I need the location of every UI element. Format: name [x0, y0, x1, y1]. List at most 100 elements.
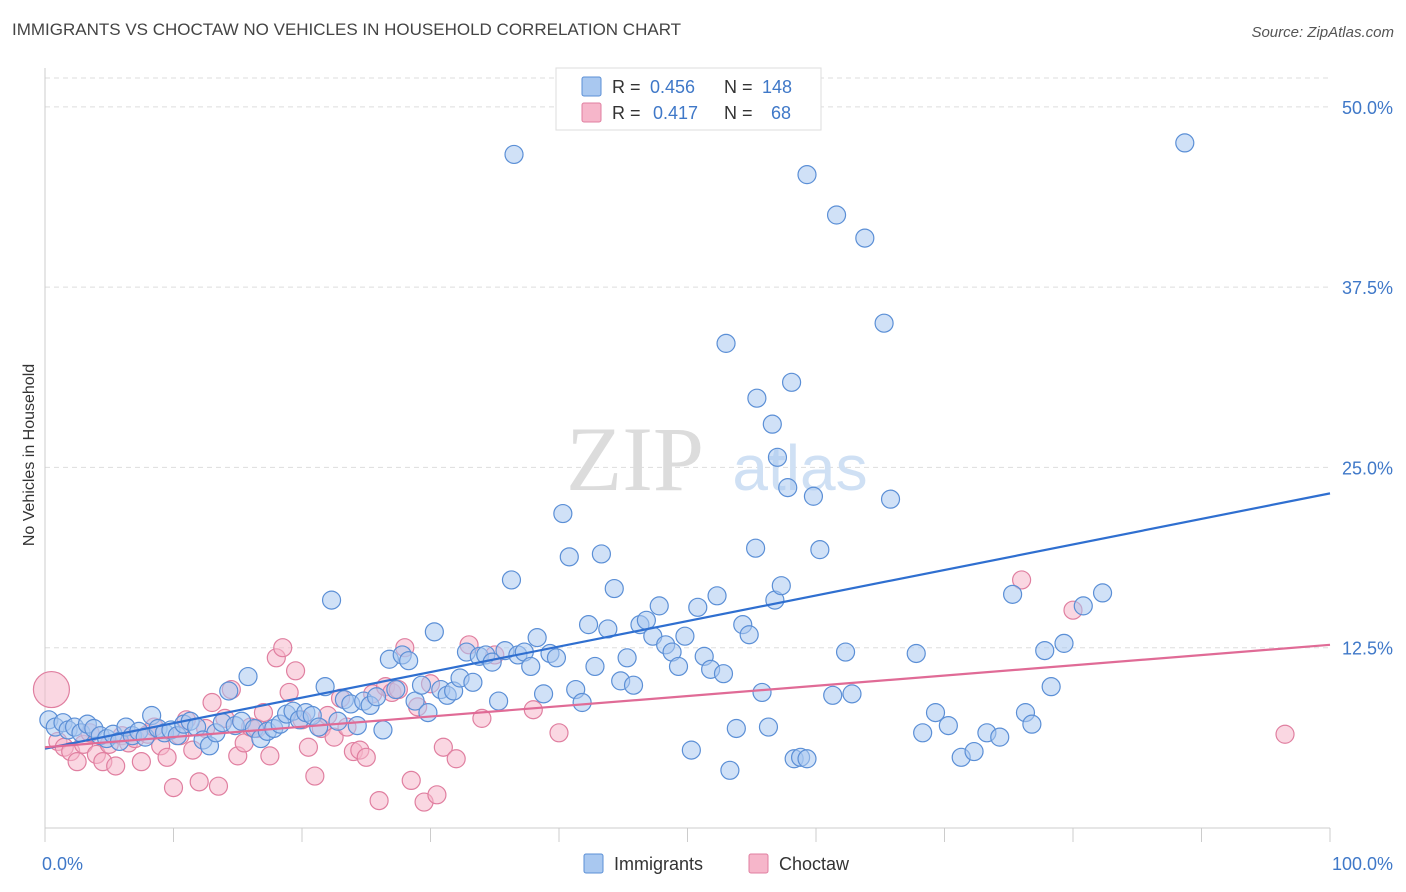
immigrants-point — [559, 547, 579, 567]
immigrants-point — [1022, 714, 1042, 734]
immigrants-point — [681, 740, 701, 760]
immigrants-n-value: 148 — [762, 77, 792, 97]
source-label: Source: ZipAtlas.com — [1251, 24, 1394, 41]
choctaw-point — [549, 723, 569, 743]
choctaw-point — [472, 708, 492, 728]
immigrants-point — [720, 760, 740, 780]
immigrants-point — [347, 715, 367, 736]
choctaw-point — [298, 737, 319, 757]
immigrants-point — [521, 656, 541, 677]
grid-lines — [45, 77, 1330, 649]
immigrants-point — [826, 205, 847, 225]
immigrants-point — [463, 672, 483, 692]
immigrants-point — [716, 333, 736, 353]
immigrants-point — [553, 503, 573, 524]
immigrants-point — [964, 741, 984, 762]
choctaw-swatch — [581, 102, 602, 123]
series-legend: Immigrants Choctaw — [583, 853, 850, 874]
immigrants-point — [668, 656, 689, 677]
choctaw-point — [189, 772, 209, 792]
immigrants-point — [990, 727, 1010, 747]
immigrants-point — [1175, 133, 1195, 153]
immigrants-point — [418, 703, 438, 723]
immigrants-point — [527, 628, 547, 648]
choctaw-point — [106, 756, 126, 776]
choctaw-n-label: N = — [724, 103, 753, 123]
immigrants-point — [752, 682, 772, 703]
choctaw-point — [305, 766, 325, 786]
immigrants-point — [726, 718, 746, 739]
immigrants-point — [746, 538, 766, 558]
immigrants-point — [219, 681, 239, 701]
immigrants-point — [781, 372, 802, 392]
immigrants-point — [762, 414, 782, 434]
immigrants-point — [810, 540, 830, 560]
watermark: ZIP atlas — [566, 408, 868, 510]
immigrants-point — [767, 447, 788, 467]
immigrants-point — [546, 648, 567, 668]
y-tick-label-0: 12.5% — [1342, 639, 1393, 659]
immigrants-point — [578, 615, 599, 635]
chart-title: IMMIGRANTS VS CHOCTAW NO VEHICLES IN HOU… — [12, 20, 682, 39]
choctaw-point — [427, 785, 447, 805]
choctaw-r-value: 0.417 — [653, 103, 698, 123]
immigrants-point — [373, 720, 393, 740]
immigrants-point — [688, 597, 708, 617]
immigrants-point — [533, 684, 554, 704]
choctaw-point — [433, 737, 453, 757]
immigrants-point — [424, 622, 444, 642]
choctaw-point — [131, 752, 151, 772]
immigrants-point — [906, 643, 926, 664]
legend-choctaw-swatch — [748, 853, 769, 874]
immigrants-point — [835, 642, 856, 662]
x-tick-label-0: 0.0% — [42, 854, 83, 874]
choctaw-point — [163, 778, 184, 798]
choctaw-point — [279, 682, 299, 703]
immigrants-n-label: N = — [724, 77, 753, 97]
choctaw-trend-line — [44, 643, 1331, 749]
immigrants-point — [675, 626, 695, 646]
immigrants-point — [803, 486, 824, 506]
immigrants-point — [585, 656, 605, 677]
choctaw-point — [1275, 724, 1295, 744]
watermark-atlas: atlas — [732, 432, 867, 504]
immigrants-point — [366, 687, 387, 707]
stats-legend: R = 0.456 N = 148 R = 0.417 N = 68 — [555, 67, 822, 131]
immigrants-point — [1073, 596, 1093, 616]
choctaw-point — [253, 703, 274, 723]
immigrants-point — [747, 388, 767, 408]
immigrants-point — [411, 675, 432, 695]
immigrants-point — [604, 578, 624, 599]
choctaw-point — [446, 749, 466, 769]
immigrants-point — [771, 576, 791, 596]
x-tick-label-1: 100.0% — [1332, 854, 1393, 874]
trend-lines — [44, 492, 1331, 750]
legend-choctaw-label: Choctaw — [779, 854, 850, 874]
immigrants-point — [501, 570, 522, 590]
choctaw-point — [401, 770, 421, 791]
immigrants-point — [938, 715, 958, 736]
immigrants-point — [1003, 584, 1023, 604]
immigrants-point — [758, 717, 779, 737]
choctaw-point — [157, 747, 177, 767]
watermark-zip: ZIP — [566, 408, 704, 510]
immigrants-point — [874, 313, 894, 333]
immigrants-point — [797, 749, 817, 769]
immigrants-point — [778, 478, 798, 498]
legend-immigrants-label: Immigrants — [614, 854, 703, 874]
choctaw-point — [356, 747, 376, 767]
y-tick-label-3: 50.0% — [1342, 98, 1393, 118]
choctaw-r-label: R = — [612, 103, 641, 123]
immigrants-point — [707, 586, 727, 606]
y-tick-label-2: 37.5% — [1342, 278, 1393, 298]
immigrants-point — [855, 228, 875, 248]
immigrants-point — [925, 703, 946, 723]
choctaw-point — [67, 752, 87, 772]
choctaw-n-value: 68 — [771, 103, 791, 123]
immigrants-point — [713, 664, 734, 684]
choctaw-point — [32, 670, 71, 709]
immigrants-point — [880, 489, 901, 509]
legend-immigrants-swatch — [583, 853, 604, 874]
choctaw-point — [208, 776, 229, 796]
